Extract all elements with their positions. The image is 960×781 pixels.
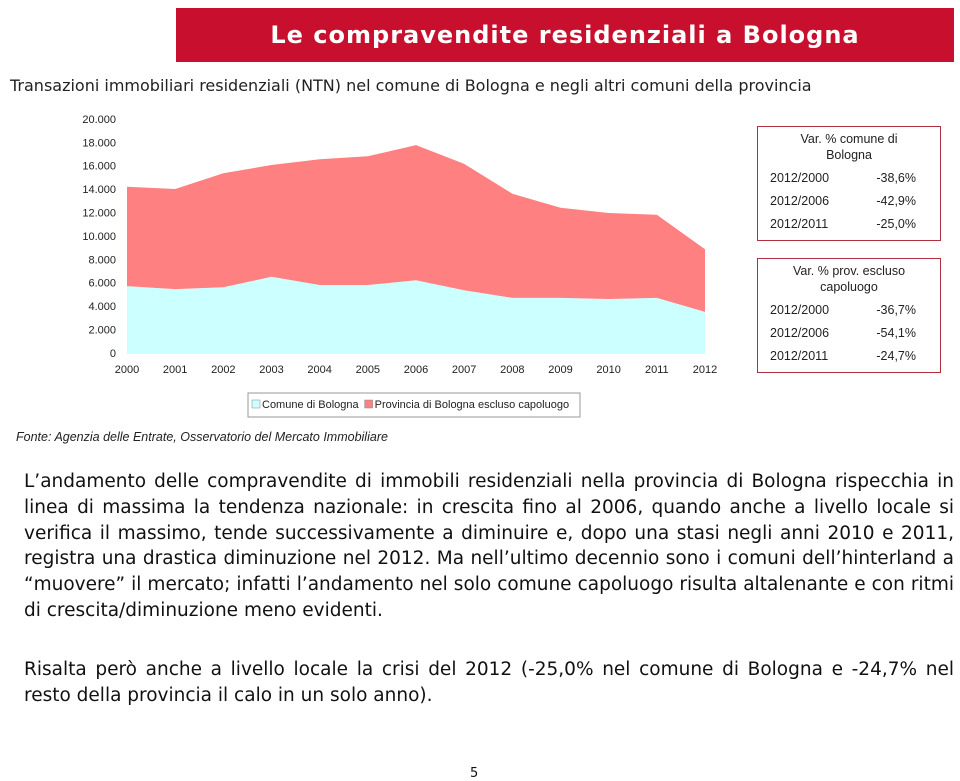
area: [127, 145, 705, 312]
chart: 0 2.000 4.000 6.000 8.000 10.000 12.000 14.000 1…: [82, 114, 717, 418]
y-tick-label: 12.000: [82, 208, 116, 220]
x-tick-label: 2009: [548, 364, 572, 376]
y-tick-label: 16.000: [82, 161, 116, 173]
table-cell: 2012/2006: [770, 326, 830, 340]
x-tick-label: 2001: [163, 364, 187, 376]
area: [127, 276, 705, 354]
x-tick-label: 2010: [596, 364, 620, 376]
paragraph: L’andamento delle compravendite di immob…: [24, 471, 954, 621]
table-header: Var. % prov. escluso capoluogo: [792, 264, 906, 294]
table-row: 2012/2011 -25,0%: [758, 213, 940, 236]
y-tick-label: 18.000: [82, 137, 116, 149]
variation-table: Var. % prov. escluso capoluogo 2012/2000 -…: [757, 258, 941, 373]
table-cell: 2012/2000: [770, 171, 830, 185]
x-tick-label: 2011: [645, 364, 669, 376]
table-cell: -42,9%: [876, 194, 916, 208]
x-tick-label: 2003: [259, 364, 283, 376]
y-tick-label: 20.000: [82, 114, 116, 126]
source: Fonte: Agenzia delle Entrate, Osservator…: [16, 430, 388, 444]
table-row: 2012/2000 -36,7%: [758, 299, 940, 322]
legend-swatch: [364, 399, 373, 409]
x-tick-label: 2008: [500, 364, 524, 376]
legend-swatch: [251, 399, 261, 409]
table-row: 2012/2000 -38,6%: [758, 167, 940, 190]
x-tick-label: 2005: [356, 364, 380, 376]
y-tick-label: 6.000: [88, 278, 116, 290]
table-row: 2012/2006 -42,9%: [758, 190, 940, 213]
subtitle: Transazioni immobiliari residenziali (NT…: [10, 76, 812, 95]
paragraph: Risalta però anche a livello locale la c…: [24, 659, 954, 706]
x-tick-label: 2004: [307, 364, 331, 376]
legend-label: Provincia di Bologna escluso capoluogo: [375, 399, 569, 411]
table-cell: 2012/2000: [770, 303, 830, 317]
x-tick-label: 2000: [115, 364, 139, 376]
variation-table: Var. % comune di Bologna 2012/2000 -38,6% 2…: [757, 126, 941, 241]
y-tick-label: 4.000: [88, 301, 116, 313]
legend-label: Comune di Bologna: [262, 399, 360, 411]
x-tick-label: 2002: [211, 364, 235, 376]
table-row: 2012/2011 -24,7%: [758, 345, 940, 368]
table-cell: -24,7%: [876, 349, 916, 363]
y-tick-label: 8.000: [88, 254, 116, 266]
x-tick-label: 2012: [693, 364, 717, 376]
page-number: 5: [470, 766, 479, 781]
table-cell: 2012/2006: [770, 194, 830, 208]
table-row: 2012/2006 -54,1%: [758, 322, 940, 345]
y-tick-label: 0: [110, 348, 116, 360]
title: Le compravendite residenziali a Bologna: [176, 8, 954, 62]
y-tick-label: 10.000: [82, 231, 116, 243]
x-tick-label: 2006: [404, 364, 428, 376]
table-cell: -36,7%: [876, 303, 916, 317]
legend: Comune di Bologna Provincia di Bologna es…: [247, 392, 581, 418]
table-cell: 2012/2011: [770, 217, 829, 231]
y-tick-label: 14.000: [82, 184, 116, 196]
table-cell: -38,6%: [876, 171, 916, 185]
table-cell: 2012/2011: [770, 349, 829, 363]
table-cell: -54,1%: [876, 326, 916, 340]
x-tick-label: 2007: [452, 364, 476, 376]
legend-box: [247, 392, 581, 418]
table-header: Var. % comune di Bologna: [800, 132, 898, 162]
table-cell: -25,0%: [876, 217, 916, 231]
y-tick-label: 2.000: [88, 325, 116, 337]
